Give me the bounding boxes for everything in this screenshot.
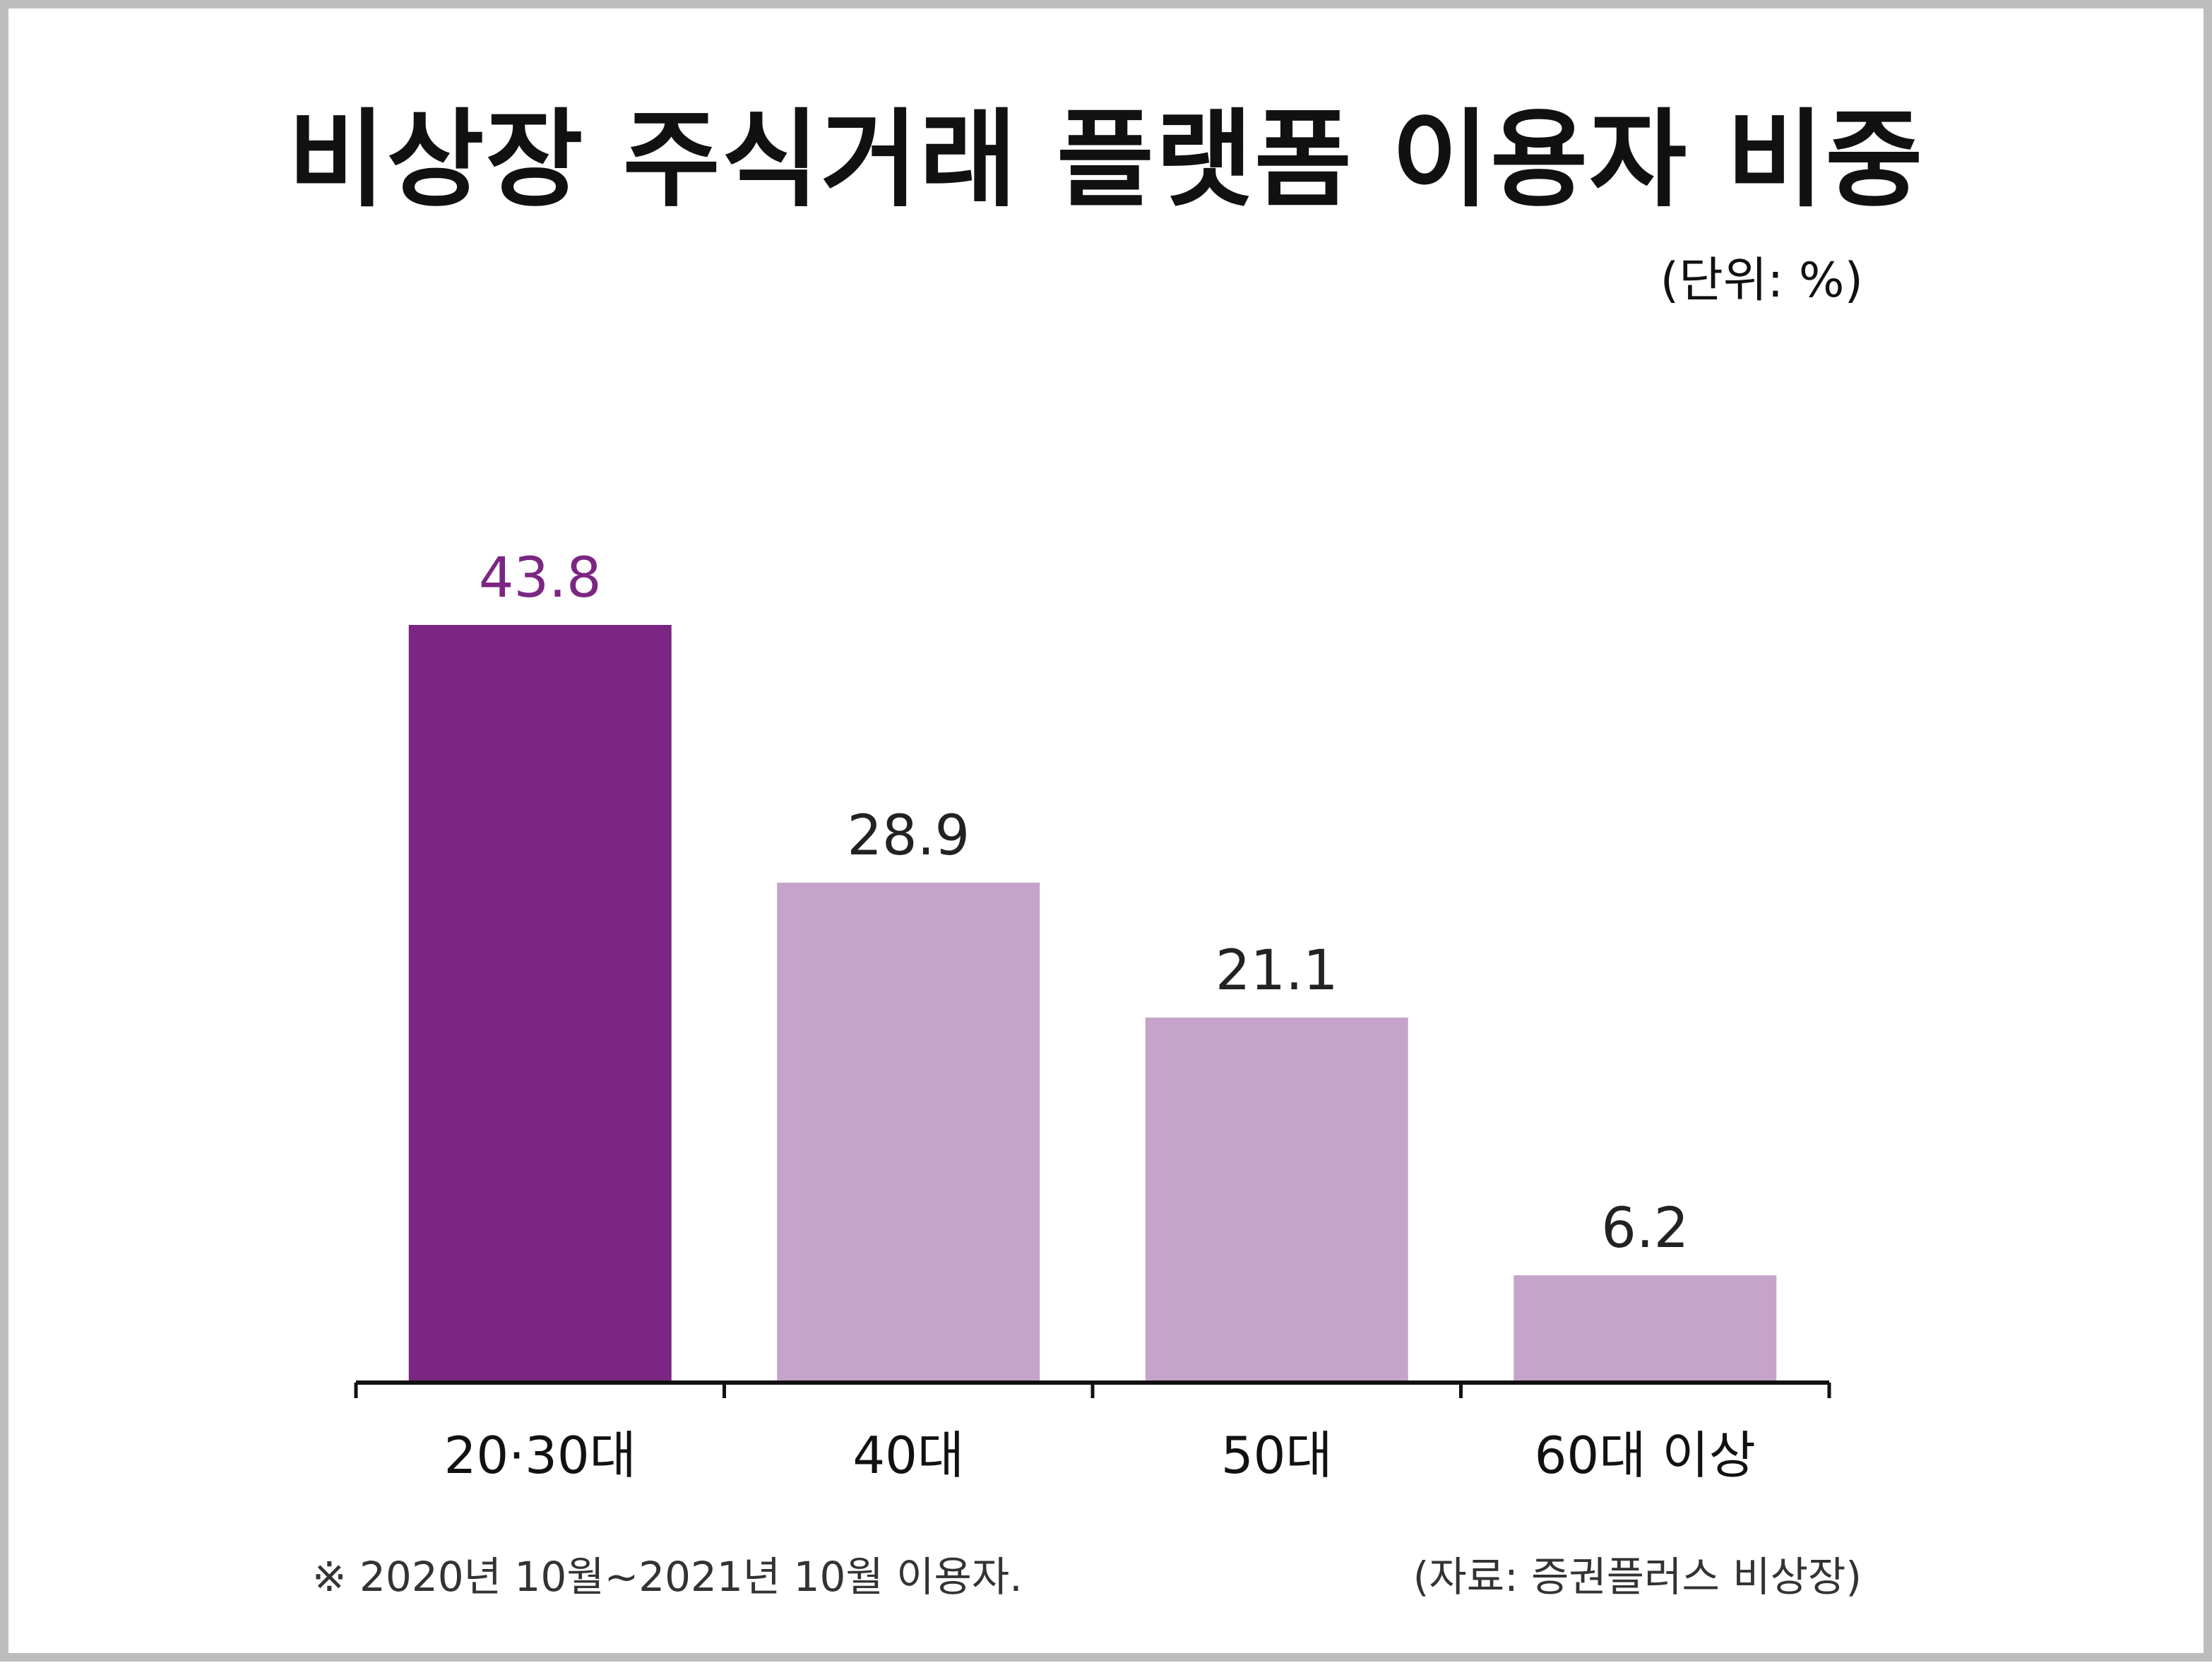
- bars-layer: [408, 625, 1777, 1383]
- footnote: ※ 2020년 10월~2021년 10월 이용자.: [312, 1553, 1023, 1601]
- bar-1: [408, 625, 672, 1383]
- bar-chart: 43.8 28.9 21.1 6.2 20·30대 40대 50대 60대 이상: [354, 547, 1831, 1485]
- x-tick-labels-layer: 20·30대 40대 50대 60대 이상: [444, 1426, 1756, 1485]
- value-label-3: 21.1: [1215, 939, 1338, 1003]
- x-tick-label-1: 20·30대: [444, 1426, 636, 1485]
- bar-2: [777, 883, 1040, 1383]
- value-label-2: 28.9: [847, 804, 970, 868]
- bar-4: [1514, 1275, 1777, 1383]
- chart-title: 비상장 주식거래 플랫폼 이용자 비중: [287, 99, 1925, 222]
- x-tick-label-3: 50대: [1221, 1426, 1333, 1485]
- unit-label: (단위: %): [1660, 253, 1863, 309]
- value-label-4: 6.2: [1601, 1197, 1689, 1260]
- value-label-1: 43.8: [479, 547, 602, 610]
- x-tick-label-4: 60대 이상: [1535, 1426, 1756, 1485]
- value-labels-layer: 43.8 28.9 21.1 6.2: [479, 547, 1689, 1260]
- bar-3: [1145, 1018, 1408, 1383]
- source-note: (자료: 증권플러스 비상장): [1413, 1553, 1862, 1601]
- x-axis: [354, 1380, 1831, 1398]
- x-tick-label-2: 40대: [852, 1426, 964, 1485]
